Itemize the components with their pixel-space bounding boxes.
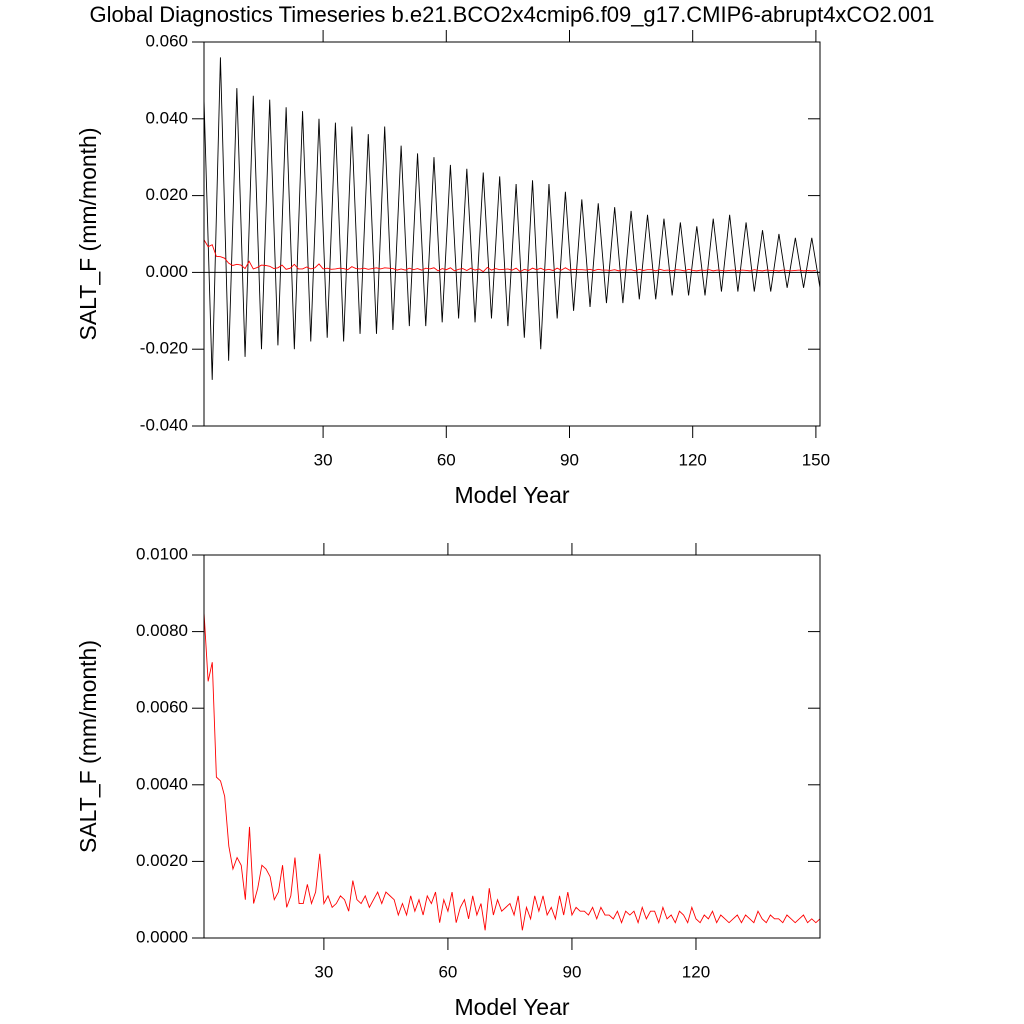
y-tick-label: 0.0000 [136, 927, 188, 946]
data-line [203, 239, 816, 273]
x-tick-label: 90 [560, 450, 579, 469]
data-line [203, 57, 821, 380]
y-axis-title: SALT_F (mm/month) [75, 640, 101, 853]
chart-title: Global Diagnostics Timeseries b.e21.BCO2… [90, 2, 935, 27]
x-tick-label: 120 [679, 450, 707, 469]
y-tick-label: 0.0040 [136, 774, 188, 793]
x-tick-label: 90 [562, 962, 581, 981]
x-axis-title: Model Year [454, 482, 569, 508]
y-tick-label: 0.0020 [136, 851, 188, 870]
x-tick-label: 60 [438, 962, 457, 981]
plot-frame [203, 554, 821, 939]
y-tick-label: 0.040 [145, 108, 188, 127]
x-tick-label: 150 [802, 450, 830, 469]
y-tick-label: 0.000 [145, 262, 188, 281]
x-tick-label: 120 [682, 962, 710, 981]
y-tick-label: -0.040 [140, 415, 188, 434]
y-tick-label: 0.060 [145, 31, 188, 50]
x-tick-label: 60 [437, 450, 456, 469]
y-tick-label: 0.0080 [136, 621, 188, 640]
plot-frame [203, 41, 821, 427]
x-tick-label: 30 [314, 962, 333, 981]
y-tick-label: 0.020 [145, 185, 188, 204]
y-tick-label: 0.0100 [136, 544, 188, 563]
y-tick-label: 0.0060 [136, 698, 188, 717]
x-axis-title: Model Year [454, 994, 569, 1020]
y-axis-title: SALT_F (mm/month) [75, 128, 101, 341]
x-tick-label: 30 [314, 450, 333, 469]
y-tick-label: -0.020 [140, 339, 188, 358]
data-line [203, 612, 821, 931]
